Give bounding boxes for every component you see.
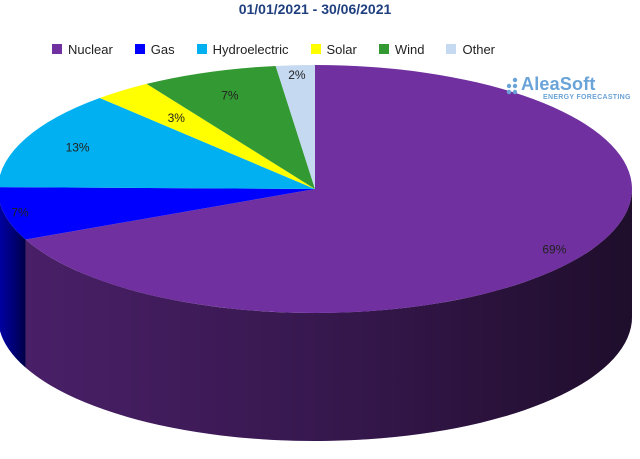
pie-slice-solar xyxy=(99,83,315,189)
data-label-solar: 3% xyxy=(168,111,186,125)
legend-swatch-nuclear xyxy=(52,44,62,54)
data-label-hydroelectric: 13% xyxy=(66,141,90,155)
logo-tagline: ENERGY FORECASTING xyxy=(543,94,631,101)
data-label-other: 2% xyxy=(288,68,306,82)
legend-item-wind: Wind xyxy=(378,41,425,57)
legend-item-gas: Gas xyxy=(134,41,175,57)
data-label-wind: 7% xyxy=(221,89,239,103)
pie-slice-other xyxy=(275,65,315,189)
legend-swatch-solar xyxy=(310,44,321,54)
legend-item-solar: Solar xyxy=(310,41,357,57)
data-label-nuclear: 69% xyxy=(542,243,566,257)
legend-label-other: Other xyxy=(462,41,495,57)
legend-swatch-hydroelectric xyxy=(196,44,207,54)
data-label-gas: 7% xyxy=(11,206,29,220)
aleasoft-logo: AleaSoft ENERGY FORECASTING xyxy=(503,74,633,106)
pie-side-shade-gas xyxy=(0,202,26,368)
pie-slice-wind xyxy=(146,65,315,189)
pie-slice-nuclear xyxy=(25,65,633,313)
legend-label-solar: Solar xyxy=(326,41,357,57)
legend-label-nuclear: Nuclear xyxy=(68,41,113,57)
logo-name: AleaSoft xyxy=(521,74,596,94)
legend-item-other: Other xyxy=(446,42,495,57)
legend-label-wind: Wind xyxy=(394,41,425,57)
pie-side-shade-nuclear xyxy=(25,189,633,441)
legend-swatch-gas xyxy=(134,44,145,54)
pie-slice-hydroelectric xyxy=(0,97,315,189)
legend-item-hydroelectric: Hydroelectric xyxy=(196,41,289,57)
chart-legend: Nuclear Gas Hydroelectric Solar Wind Other xyxy=(52,41,517,57)
pie-slice-gas xyxy=(0,187,315,240)
legend-item-nuclear: Nuclear xyxy=(52,42,113,57)
legend-swatch-other xyxy=(446,44,457,54)
legend-label-gas: Gas xyxy=(150,41,175,57)
legend-label-hydroelectric: Hydroelectric xyxy=(212,41,289,57)
chart-title: 01/01/2021 - 30/06/2021 xyxy=(238,1,392,17)
legend-swatch-wind xyxy=(378,44,389,54)
logo-dots-icon xyxy=(506,77,518,95)
